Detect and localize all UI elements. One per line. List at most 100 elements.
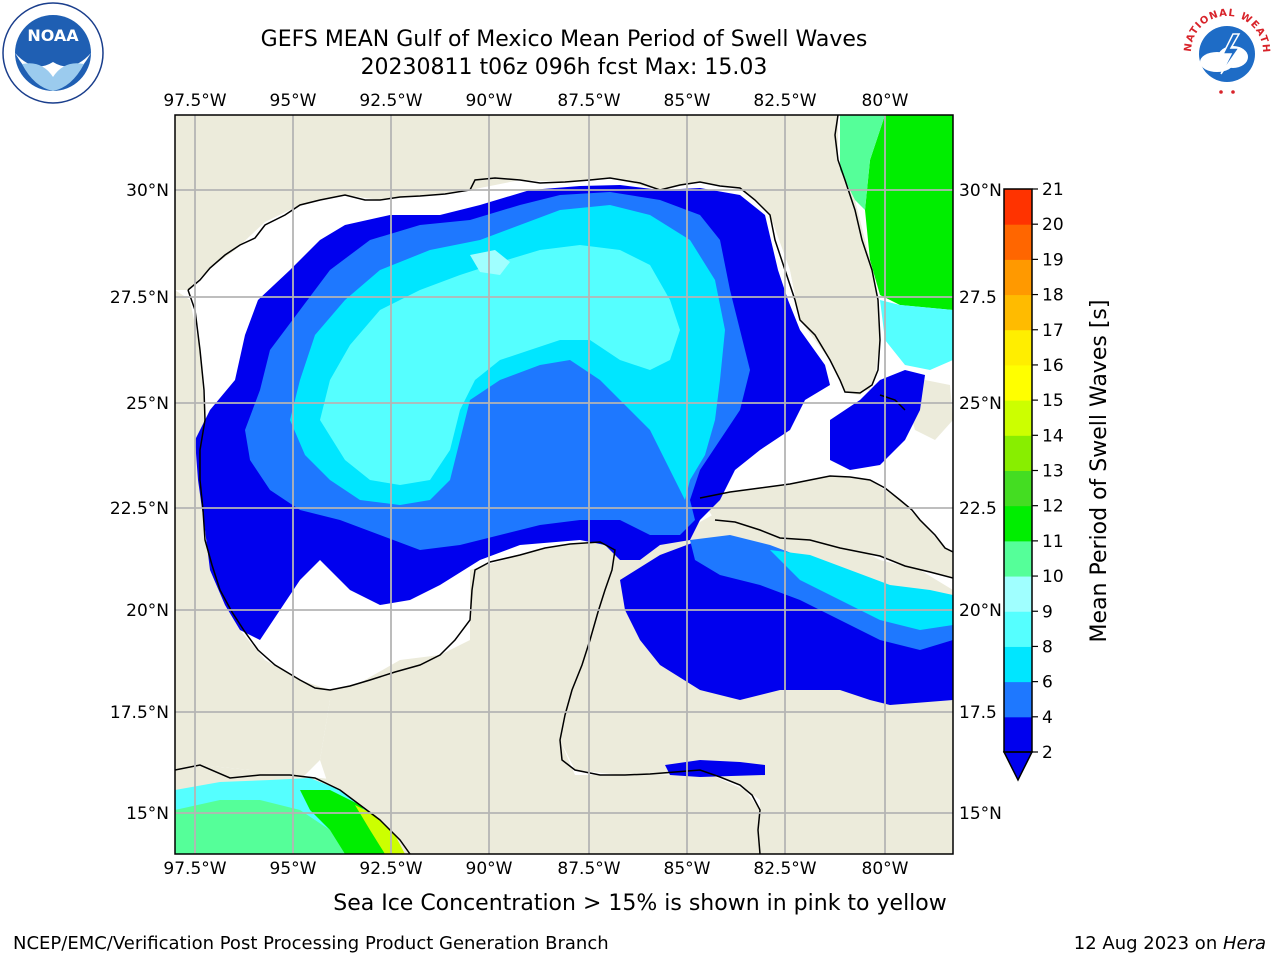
lat-label: 22.5°N [110, 499, 169, 519]
lon-label: 82.5°W [753, 859, 816, 879]
lon-label: 85°W [664, 91, 711, 111]
colorbar-band [1004, 400, 1032, 436]
noaa-logo: NOAA [2, 2, 104, 104]
colorbar-tick-label: 13 [1042, 462, 1064, 482]
lat-label: 30°N [959, 181, 1002, 201]
lat-label: 22.5 [959, 499, 997, 519]
colorbar-tick-label: 20 [1042, 215, 1064, 235]
colorbar-band [1004, 681, 1032, 718]
cuba-land [700, 476, 953, 578]
lat-label: 25°N [126, 394, 169, 414]
map-subtitle: 20230811 t06z 096h fcst Max: 15.03 [360, 55, 768, 80]
colorbar-tick-label: 16 [1042, 356, 1064, 376]
colorbar-band [1004, 189, 1032, 225]
colorbar-tick-label: 2 [1042, 743, 1053, 763]
lon-label: 95°W [270, 859, 317, 879]
colorbar-ticks: 2 4 6 8 9 10 11 12 13 14 15 16 17 18 19 20 21 [1032, 180, 1064, 763]
colorbar-band [1004, 259, 1032, 296]
map-title: GEFS MEAN Gulf of Mexico Mean Period of … [260, 27, 868, 52]
colorbar-band [1004, 364, 1032, 401]
footer-credit: NCEP/EMC/Verification Post Processing Pr… [13, 933, 609, 954]
lon-label: 80°W [862, 859, 909, 879]
colorbar-tick-label: 9 [1042, 602, 1053, 622]
map-panel [175, 115, 953, 854]
lon-label: 87.5°W [557, 859, 620, 879]
colorbar-label: Mean Period of Swell Waves [s] [1087, 300, 1112, 643]
swell-band-pacific-13-14s [355, 805, 405, 854]
swell-band-8-9s-patch [470, 250, 510, 275]
lon-label: 87.5°W [557, 91, 620, 111]
lon-labels-bottom: 97.5°W 95°W 92.5°W 90°W 87.5°W 85°W 82.5… [163, 859, 908, 879]
colorbar-band [1004, 294, 1032, 331]
nws-logo: NATIONAL WEATHER SERVICE [1177, 2, 1275, 100]
colorbar-band [1004, 505, 1032, 542]
colorbar-tick-label: 15 [1042, 391, 1064, 411]
mexico-land [175, 290, 440, 780]
lon-label: 95°W [270, 91, 317, 111]
map-frame [174, 114, 954, 855]
swell-band-2-4s-south [665, 760, 765, 777]
coastlines [175, 115, 953, 854]
colorbar-band [1004, 329, 1032, 366]
swell-band-pacific-10-11s [300, 790, 390, 854]
lat-label: 25°N [959, 394, 1002, 414]
sea-ice-note: Sea Ice Concentration > 15% is shown in … [333, 891, 947, 916]
lon-label: 97.5°W [163, 859, 226, 879]
colorbar-tick-label: 8 [1042, 637, 1053, 657]
footer-date-text: 12 Aug 2023 on [1073, 933, 1223, 954]
lat-label: 20°N [126, 601, 169, 621]
swell-band-8-9s [320, 245, 680, 485]
lon-label: 97.5°W [163, 91, 226, 111]
yucatan-land [320, 542, 760, 854]
lon-labels-top: 97.5°W 95°W 92.5°W 90°W 87.5°W 85°W 82.5… [163, 91, 908, 111]
lat-label: 17.5 [959, 703, 997, 723]
florida-land [770, 185, 880, 395]
colorbar-band [1004, 435, 1032, 471]
footer-date: 12 Aug 2023 on Hera [1074, 933, 1266, 954]
colorbar: 2 4 6 8 9 10 11 12 13 14 15 16 17 18 19 20 21 Mean Perio… [1002, 180, 1112, 782]
lon-label: 82.5°W [753, 91, 816, 111]
lat-labels-right: 30°N 27.5 25°N 22.5 20°N 17.5 15°N [959, 181, 1002, 824]
colorbar-band [1004, 611, 1032, 647]
lon-label: 80°W [862, 91, 909, 111]
swell-band-2-4s-florida-strait [830, 370, 925, 470]
colorbar-extend-arrow [1002, 751, 1034, 782]
lat-label: 20°N [959, 601, 1002, 621]
colorbar-tick-label: 14 [1042, 426, 1064, 446]
colorbar-tick-label: 6 [1042, 673, 1053, 693]
colorbar-bands [1004, 189, 1032, 753]
lat-label: 27.5 [959, 288, 997, 308]
lon-label: 92.5°W [359, 859, 422, 879]
colorbar-tick-label: 11 [1042, 532, 1064, 552]
colorbar-band [1004, 470, 1032, 507]
graticule [175, 115, 953, 854]
colorbar-band [1004, 716, 1032, 753]
colorbar-tick-label: 19 [1042, 250, 1064, 270]
colorbar-band [1004, 540, 1032, 577]
colorbar-tick-label: 10 [1042, 567, 1064, 587]
colorbar-band [1004, 646, 1032, 683]
colorbar-band [1004, 224, 1032, 260]
swell-band-atlantic-light-green [840, 115, 885, 210]
colorbar-band [1004, 576, 1032, 612]
lat-label: 15°N [126, 804, 169, 824]
lon-label: 90°W [466, 859, 513, 879]
lon-label: 85°W [664, 859, 711, 879]
noaa-logo-text: NOAA [27, 26, 79, 45]
lat-label: 17.5°N [110, 703, 169, 723]
colorbar-tick-label: 21 [1042, 180, 1064, 200]
colorbar-tick-label: 18 [1042, 286, 1064, 306]
swell-band-atlantic-cyan [880, 300, 953, 370]
footer-host: Hera [1222, 933, 1266, 954]
lat-labels-left: 30°N 27.5°N 25°N 22.5°N 20°N 17.5°N 15°N [110, 181, 169, 824]
lon-label: 92.5°W [359, 91, 422, 111]
swell-band-atlantic-green [865, 115, 953, 310]
lat-label: 15°N [959, 804, 1002, 824]
swell-band-2-4s-caribbean [620, 540, 953, 705]
lon-label: 90°W [466, 91, 513, 111]
swell-period-field [175, 115, 953, 854]
lat-label: 30°N [126, 181, 169, 201]
colorbar-tick-label: 4 [1042, 708, 1053, 728]
lat-label: 27.5°N [110, 288, 169, 308]
